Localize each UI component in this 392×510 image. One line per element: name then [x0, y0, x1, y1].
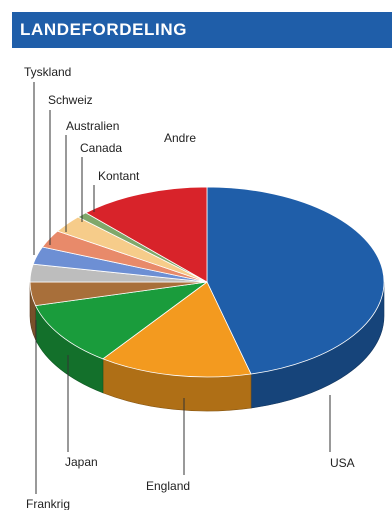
- slice-label-tyskland: Tyskland: [24, 65, 71, 79]
- chart-header: LANDEFORDELING: [12, 12, 392, 48]
- slice-label-england: England: [146, 479, 190, 493]
- slice-label-schweiz: Schweiz: [48, 93, 93, 107]
- pie-slice-japan: [34, 281, 208, 360]
- chart-title: LANDEFORDELING: [20, 20, 188, 39]
- slice-label-kontant: Kontant: [98, 169, 140, 183]
- pie-slice-usa: [206, 186, 385, 375]
- slice-label-usa: USA: [330, 456, 355, 470]
- slice-label-japan: Japan: [65, 455, 98, 469]
- label-group: USA England Japan Frankrig Tyskland Schweiz Au…: [24, 65, 355, 510]
- slice-label-canada: Canada: [80, 141, 122, 155]
- pie-slice-england: [102, 281, 252, 378]
- slice-label-frankrig: Frankrig: [26, 497, 70, 510]
- pie-group: [29, 186, 385, 412]
- pie-slice-andre: [84, 186, 208, 283]
- slice-label-andre: Andre: [164, 131, 196, 145]
- slice-label-australien: Australien: [66, 119, 119, 133]
